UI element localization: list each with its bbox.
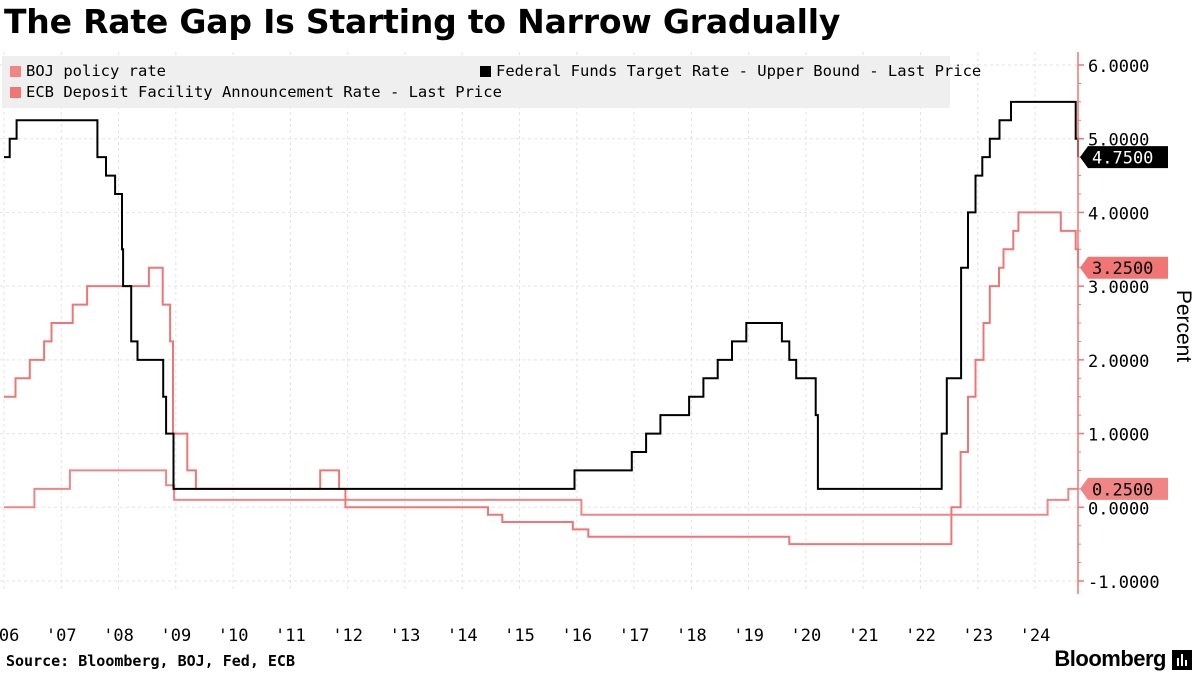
y-axis: 6.0000 5.0000 4.0000 3.0000 2.0000 1.0000 0.00… (1077, 52, 1160, 594)
x-tick-label: '10 (218, 626, 249, 646)
last-value-badges: 0.2500 4.7500 3.2500 (1080, 146, 1168, 500)
x-tick-label: '20 (791, 626, 822, 646)
x-tick-label: '11 (275, 626, 306, 646)
y-tick-label: 0.0000 (1088, 499, 1149, 519)
chart-legend: BOJ policy rate Federal Funds Target Rat… (2, 56, 981, 108)
last-value-badge-bg (1080, 256, 1168, 279)
legend-label: ECB Deposit Facility Announcement Rate -… (26, 83, 502, 101)
x-tick-label: '06 (0, 626, 19, 646)
x-tick-label: '18 (676, 626, 707, 646)
y-tick-label: 1.0000 (1088, 426, 1149, 446)
x-tick-label: '15 (504, 626, 535, 646)
x-tick-label: '16 (561, 626, 592, 646)
x-tick-label: '21 (848, 626, 879, 646)
last-value-badge-bg (1080, 477, 1168, 500)
source-note: Source: Bloomberg, BOJ, Fed, ECB (6, 652, 295, 670)
x-tick-label: '17 (619, 626, 650, 646)
bloomberg-icon (1172, 650, 1192, 670)
series-line-0 (4, 469, 1078, 516)
series-line-2 (4, 211, 1079, 546)
x-tick-label: '22 (905, 626, 936, 646)
x-tick-label: '12 (332, 626, 363, 646)
chart-series-lines (4, 100, 1079, 546)
y-tick-label: 5.0000 (1088, 131, 1149, 151)
x-axis: '06 '07 '08 '09 '10 '11 '12 '13 '14 '15 '16 '17 '18 '… (0, 626, 1050, 646)
y-axis-label: Percent (1172, 290, 1195, 363)
x-tick-label: '07 (46, 626, 77, 646)
page-title: The Rate Gap Is Starting to Narrow Gradu… (4, 2, 841, 41)
last-value-badge-label: 3.2500 (1092, 259, 1153, 279)
series-line-1 (4, 100, 1079, 490)
x-tick-label: '23 (962, 626, 993, 646)
x-tick-label: '09 (160, 626, 191, 646)
chart-grid (0, 52, 1078, 592)
x-tick-label: '19 (733, 626, 764, 646)
x-tick-label: '13 (390, 626, 421, 646)
y-tick-label: 6.0000 (1088, 57, 1149, 77)
legend-label: BOJ policy rate (26, 62, 166, 80)
legend-item-ecb: ECB Deposit Facility Announcement Rate -… (10, 83, 502, 101)
last-value-badge-label: 0.2500 (1092, 480, 1153, 500)
last-value-badge-bg (1080, 146, 1168, 169)
legend-swatch (10, 87, 21, 98)
legend-swatch (10, 66, 21, 77)
x-tick-label: '14 (447, 626, 478, 646)
y-tick-label: -1.0000 (1088, 573, 1160, 593)
legend-label: Federal Funds Target Rate - Upper Bound … (496, 62, 982, 80)
legend-swatch (480, 66, 491, 77)
legend-item-fed: Federal Funds Target Rate - Upper Bound … (480, 62, 981, 80)
y-tick-label: 2.0000 (1088, 352, 1149, 372)
y-tick-label: 4.0000 (1088, 204, 1149, 224)
legend-item-boj: BOJ policy rate (10, 62, 166, 80)
last-value-badge-label: 4.7500 (1092, 149, 1153, 169)
y-tick-label: 3.0000 (1088, 278, 1149, 298)
x-tick-label: '08 (103, 626, 134, 646)
bloomberg-logo: Bloomberg (1054, 646, 1166, 671)
x-tick-label: '24 (1020, 626, 1051, 646)
